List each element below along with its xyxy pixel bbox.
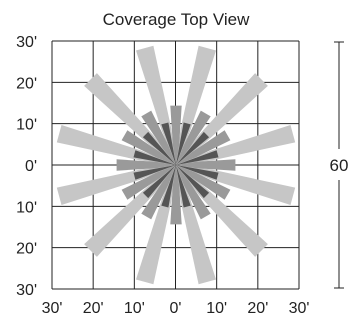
x-tick-label: 20' (83, 300, 104, 317)
dimension-indicator: 60 (330, 41, 349, 289)
short-coverage-beam (176, 165, 219, 180)
x-axis-tick-labels: 30' 20' 10' 0' 10' 20' 30' (42, 300, 310, 317)
y-tick-label: 0' (25, 158, 37, 175)
x-tick-label: 30' (42, 300, 63, 317)
medium-coverage-beam (176, 165, 211, 220)
medium-coverage-beam (176, 130, 231, 165)
medium-coverage-beam (141, 165, 176, 220)
medium-coverage-beam (176, 110, 211, 165)
x-tick-label: 10' (124, 300, 145, 317)
x-tick-label: 30' (289, 300, 310, 317)
medium-coverage-beam (121, 165, 176, 200)
y-tick-label: 20' (16, 241, 37, 258)
y-tick-label: 10' (16, 199, 37, 216)
medium-coverage-beam (176, 165, 231, 200)
short-coverage-beam (176, 150, 219, 165)
dimension-label: 60 (330, 156, 349, 175)
coverage-beam-pattern (56, 45, 296, 285)
medium-coverage-beam (141, 110, 176, 165)
y-tick-label: 10' (16, 117, 37, 134)
short-coverage-beam (176, 165, 210, 199)
x-tick-label: 0' (170, 300, 182, 317)
short-coverage-beam (176, 122, 191, 165)
short-coverage-beam (133, 165, 176, 180)
short-coverage-beam (176, 165, 191, 208)
x-tick-label: 20' (247, 300, 268, 317)
short-coverage-beam (142, 131, 176, 165)
short-coverage-beam (161, 122, 176, 165)
diagram-title: Coverage Top View (103, 10, 251, 29)
y-axis-tick-labels: 30' 20' 10' 0' 10' 20' 30' (16, 34, 37, 299)
short-coverage-beam (133, 150, 176, 165)
medium-coverage-beam (170, 105, 182, 165)
y-tick-label: 30' (16, 282, 37, 299)
short-coverage-beam (142, 165, 176, 199)
y-tick-label: 30' (16, 34, 37, 51)
medium-coverage-beam (176, 159, 236, 171)
short-coverage-beam (176, 131, 210, 165)
x-tick-label: 10' (206, 300, 227, 317)
y-tick-label: 20' (16, 75, 37, 92)
short-coverage-beam (161, 165, 176, 208)
medium-coverage-beam (170, 165, 182, 225)
medium-coverage-beam (116, 159, 176, 171)
medium-coverage-beam (121, 130, 176, 165)
